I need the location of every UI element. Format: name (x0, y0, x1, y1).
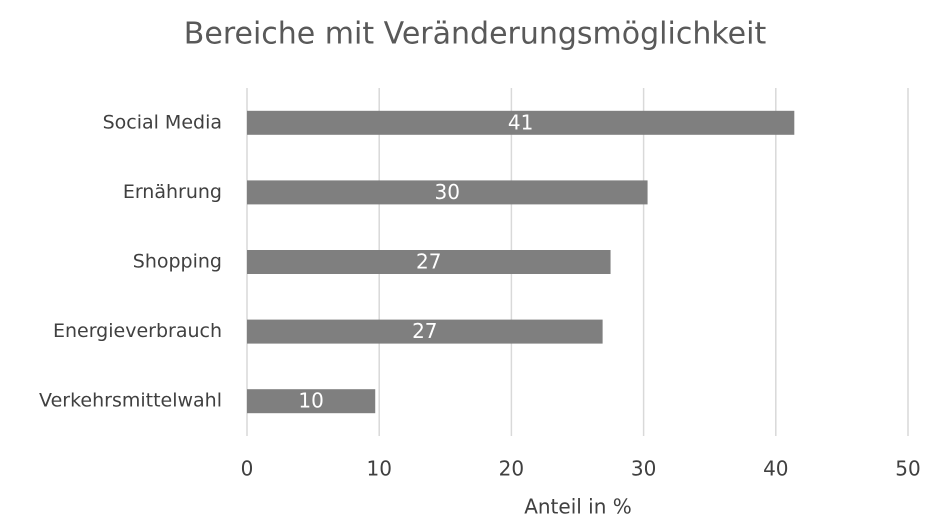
x-tick-label: 10 (366, 457, 391, 481)
data-label: 27 (412, 319, 437, 343)
data-label: 27 (416, 250, 441, 274)
data-label: 10 (298, 389, 323, 413)
bar (247, 319, 603, 344)
bar (247, 110, 795, 135)
x-tick-label: 0 (241, 457, 254, 481)
x-tick-label: 20 (499, 457, 524, 481)
y-tick-label: Energieverbrauch (53, 320, 222, 342)
data-label: 30 (435, 180, 460, 204)
x-tick-label: 30 (631, 457, 656, 481)
y-tick-label: Shopping (133, 251, 222, 273)
bar (247, 389, 376, 414)
data-label: 41 (508, 110, 533, 134)
x-axis-label: Anteil in % (524, 495, 632, 519)
bar (247, 250, 611, 274)
y-tick-label: Verkehrsmittelwahl (39, 390, 222, 412)
x-tick-label: 50 (895, 457, 920, 481)
x-tick-label: 40 (763, 457, 788, 481)
y-tick-label: Ernährung (123, 181, 222, 203)
bar (247, 180, 648, 205)
chart-title: Bereiche mit Veränderungsmöglichkeit (184, 17, 767, 52)
y-tick-label: Social Media (103, 111, 222, 133)
